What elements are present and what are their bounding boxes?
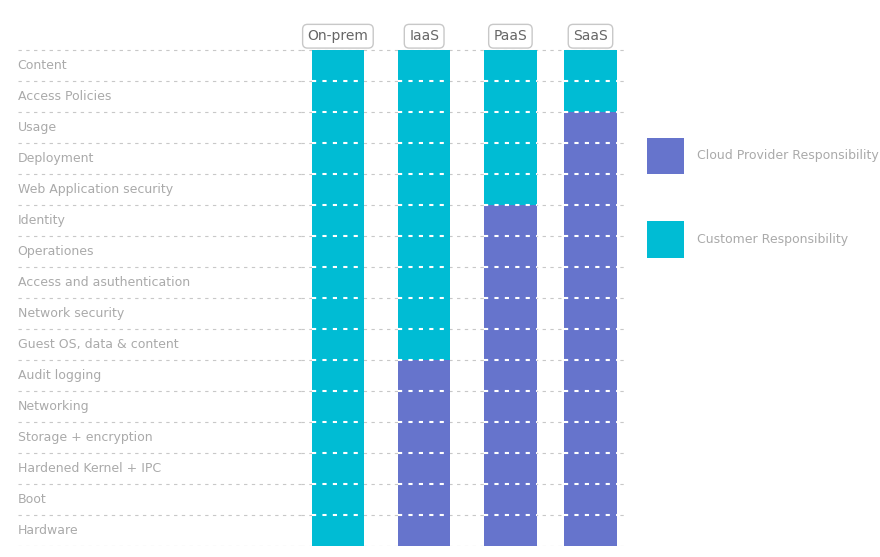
Bar xyxy=(484,50,537,81)
Bar xyxy=(398,81,451,112)
Bar xyxy=(398,236,451,267)
Text: Boot: Boot xyxy=(18,493,47,506)
Text: PaaS: PaaS xyxy=(494,29,527,43)
Bar xyxy=(564,515,617,546)
Bar xyxy=(398,360,451,391)
Text: Audit logging: Audit logging xyxy=(18,369,101,382)
Text: Network security: Network security xyxy=(18,307,124,320)
Bar xyxy=(564,81,617,112)
Bar xyxy=(398,205,451,236)
Bar xyxy=(484,484,537,515)
Bar xyxy=(564,236,617,267)
Text: Content: Content xyxy=(18,59,67,72)
Text: SaaS: SaaS xyxy=(573,29,608,43)
Bar xyxy=(398,143,451,174)
Bar xyxy=(312,422,364,453)
Bar xyxy=(564,391,617,422)
Text: Web Application security: Web Application security xyxy=(18,183,172,196)
Bar xyxy=(564,112,617,143)
Bar xyxy=(484,205,537,236)
Bar xyxy=(484,143,537,174)
Bar xyxy=(398,112,451,143)
Bar xyxy=(312,453,364,484)
Text: Networking: Networking xyxy=(18,400,89,413)
Bar xyxy=(312,298,364,329)
Bar xyxy=(312,143,364,174)
Text: Customer Responsibility: Customer Responsibility xyxy=(697,233,848,246)
Text: Cloud Provider Responsibility: Cloud Provider Responsibility xyxy=(697,149,879,163)
Bar xyxy=(312,267,364,298)
Bar xyxy=(312,81,364,112)
Bar xyxy=(484,515,537,546)
Bar xyxy=(564,360,617,391)
Bar xyxy=(398,50,451,81)
Text: Access Policies: Access Policies xyxy=(18,90,111,103)
Bar xyxy=(564,50,617,81)
Bar xyxy=(484,112,537,143)
Bar xyxy=(564,298,617,329)
Bar xyxy=(312,360,364,391)
Bar xyxy=(398,329,451,360)
Bar xyxy=(564,329,617,360)
Bar xyxy=(484,453,537,484)
Bar xyxy=(564,484,617,515)
Bar xyxy=(398,422,451,453)
Text: Identity: Identity xyxy=(18,214,65,227)
Bar xyxy=(398,298,451,329)
Text: IaaS: IaaS xyxy=(409,29,439,43)
Text: Operationes: Operationes xyxy=(18,245,94,258)
Bar xyxy=(564,205,617,236)
Text: Access and asuthentication: Access and asuthentication xyxy=(18,276,190,289)
Bar xyxy=(564,422,617,453)
Bar xyxy=(484,174,537,205)
Bar xyxy=(484,267,537,298)
Bar xyxy=(484,329,537,360)
Bar xyxy=(398,515,451,546)
Text: Storage + encryption: Storage + encryption xyxy=(18,431,152,444)
Bar xyxy=(312,236,364,267)
Bar xyxy=(484,422,537,453)
Text: Hardened Kernel + IPC: Hardened Kernel + IPC xyxy=(18,462,161,475)
Bar xyxy=(312,205,364,236)
Bar xyxy=(564,267,617,298)
Bar xyxy=(312,50,364,81)
Text: Deployment: Deployment xyxy=(18,152,94,165)
Bar xyxy=(312,112,364,143)
Bar xyxy=(312,391,364,422)
Bar xyxy=(398,484,451,515)
Bar xyxy=(312,484,364,515)
Bar xyxy=(484,298,537,329)
Bar xyxy=(484,81,537,112)
Text: Guest OS, data & content: Guest OS, data & content xyxy=(18,338,179,351)
Bar xyxy=(484,236,537,267)
Bar xyxy=(484,360,537,391)
Bar xyxy=(398,174,451,205)
Bar xyxy=(398,267,451,298)
Bar xyxy=(312,174,364,205)
Bar xyxy=(484,391,537,422)
Text: Hardware: Hardware xyxy=(18,524,78,537)
Bar xyxy=(564,143,617,174)
Text: On-prem: On-prem xyxy=(307,29,369,43)
Bar xyxy=(564,174,617,205)
Text: Usage: Usage xyxy=(18,121,56,134)
Bar xyxy=(564,453,617,484)
Bar xyxy=(312,329,364,360)
Bar xyxy=(398,453,451,484)
Bar xyxy=(312,515,364,546)
Bar xyxy=(398,391,451,422)
